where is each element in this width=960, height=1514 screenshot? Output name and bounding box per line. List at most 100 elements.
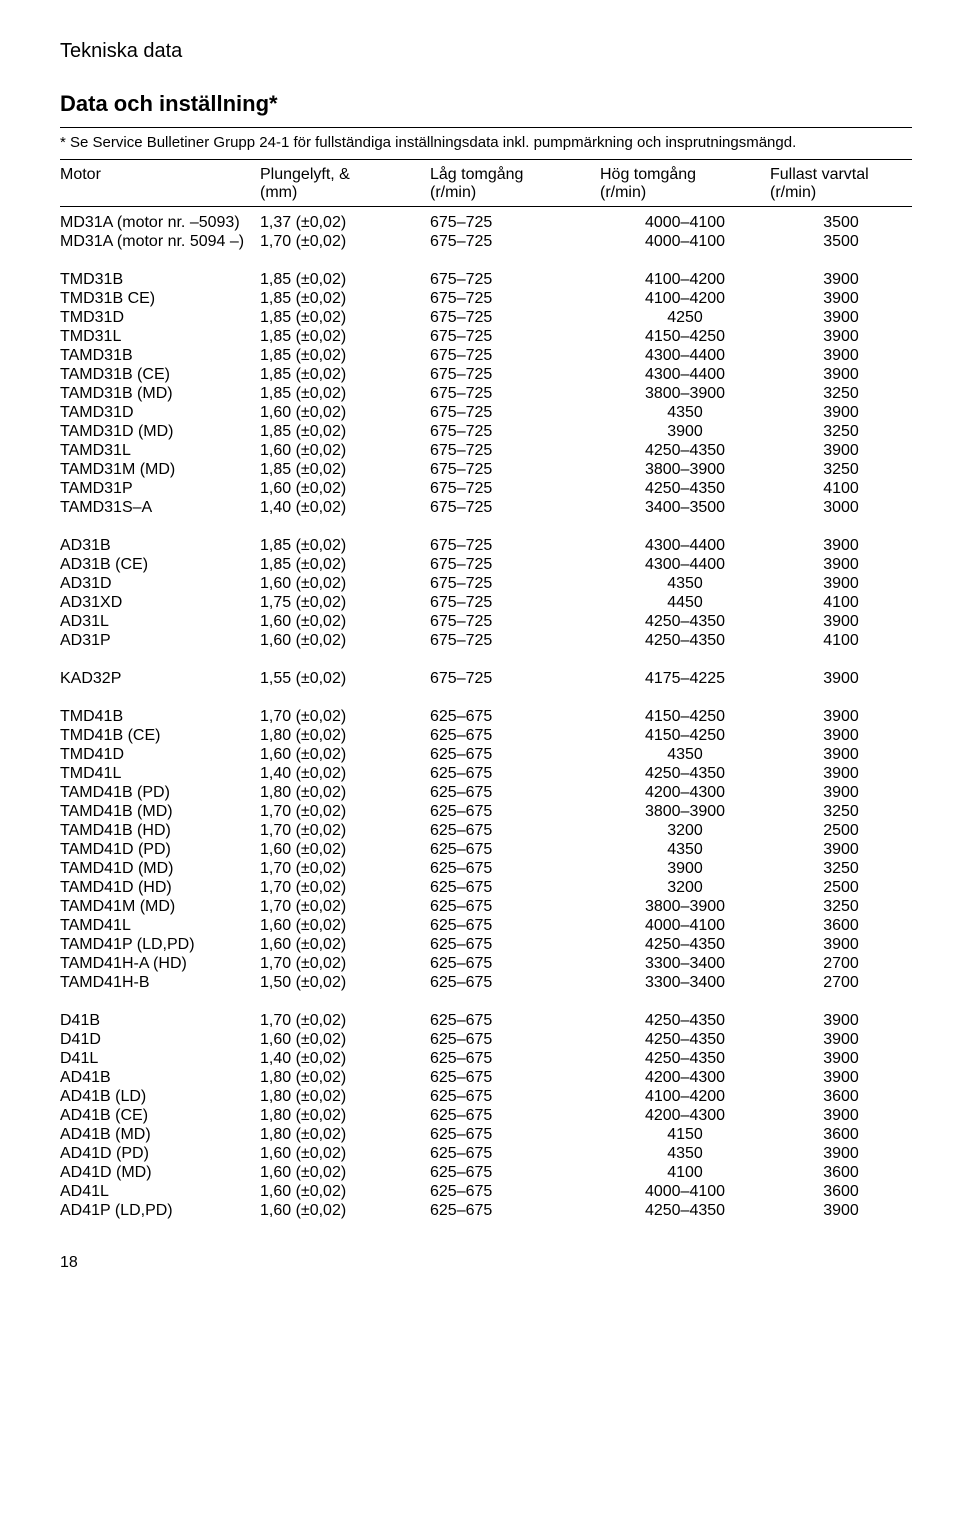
- table-cell: 3600: [770, 916, 912, 935]
- table-cell: 4000–4100: [600, 916, 770, 935]
- table-cell: TAMD31B (MD): [60, 384, 260, 403]
- table-row: MD31A (motor nr. –5093)1,37 (±0,02)675–7…: [60, 213, 912, 232]
- table-cell: 625–675: [430, 973, 600, 992]
- table-cell: 4200–4300: [600, 1068, 770, 1087]
- table-cell: 625–675: [430, 1163, 600, 1182]
- table-cell: TMD31B: [60, 270, 260, 289]
- table-cell: D41D: [60, 1030, 260, 1049]
- table-cell: TAMD31S–A: [60, 498, 260, 517]
- table-cell: AD31P: [60, 631, 260, 650]
- table-row: TAMD31L1,60 (±0,02)675–7254250–43503900: [60, 441, 912, 460]
- col-low-header: Låg tomgång: [430, 166, 600, 184]
- table-row: TAMD41H-A (HD)1,70 (±0,02)625–6753300–34…: [60, 954, 912, 973]
- table-cell: D41L: [60, 1049, 260, 1068]
- table-cell: 4150–4250: [600, 707, 770, 726]
- table-cell: 1,85 (±0,02): [260, 555, 430, 574]
- table-cell: 4000–4100: [600, 232, 770, 251]
- table-cell: TAMD41P (LD,PD): [60, 935, 260, 954]
- table-cell: 1,50 (±0,02): [260, 973, 430, 992]
- table-cell: 3900: [600, 422, 770, 441]
- table-cell: D41B: [60, 1011, 260, 1030]
- table-cell: AD31B (CE): [60, 555, 260, 574]
- table-cell: 3900: [770, 1144, 912, 1163]
- table-cell: 4250–4350: [600, 1049, 770, 1068]
- table-cell: TAMD41M (MD): [60, 897, 260, 916]
- table-cell: AD41D (MD): [60, 1163, 260, 1182]
- table-cell: 3250: [770, 422, 912, 441]
- title-divider: [60, 127, 912, 128]
- table-row: AD41P (LD,PD)1,60 (±0,02)625–6754250–435…: [60, 1201, 912, 1220]
- table-row: AD31P1,60 (±0,02)675–7254250–43504100: [60, 631, 912, 650]
- table-cell: 675–725: [430, 289, 600, 308]
- table-row: TMD31B1,85 (±0,02)675–7254100–42003900: [60, 270, 912, 289]
- table-cell: 3900: [770, 346, 912, 365]
- table-cell: 4250: [600, 308, 770, 327]
- group-gap: [60, 650, 912, 669]
- table-cell: 4350: [600, 745, 770, 764]
- table-cell: 675–725: [430, 232, 600, 251]
- table-row: TAMD31D (MD)1,85 (±0,02)675–72539003250: [60, 422, 912, 441]
- table-row: TMD41L1,40 (±0,02)625–6754250–43503900: [60, 764, 912, 783]
- table-cell: 4150–4250: [600, 726, 770, 745]
- table-cell: 1,85 (±0,02): [260, 308, 430, 327]
- table-row: AD41B (MD)1,80 (±0,02)625–67541503600: [60, 1125, 912, 1144]
- table-cell: TMD41L: [60, 764, 260, 783]
- table-cell: 3500: [770, 232, 912, 251]
- table-cell: 4300–4400: [600, 346, 770, 365]
- table-row: AD41D (PD)1,60 (±0,02)625–67543503900: [60, 1144, 912, 1163]
- table-cell: 1,85 (±0,02): [260, 270, 430, 289]
- table-cell: 675–725: [430, 365, 600, 384]
- col-high-unit: (r/min): [600, 184, 770, 202]
- table-cell: 675–725: [430, 612, 600, 631]
- table-cell: 3500: [770, 213, 912, 232]
- table-cell: 625–675: [430, 1182, 600, 1201]
- table-cell: 1,80 (±0,02): [260, 1125, 430, 1144]
- table-cell: 675–725: [430, 555, 600, 574]
- table-cell: 1,85 (±0,02): [260, 460, 430, 479]
- table-row: D41B1,70 (±0,02)625–6754250–43503900: [60, 1011, 912, 1030]
- table-cell: 3900: [770, 441, 912, 460]
- table-cell: TAMD31D (MD): [60, 422, 260, 441]
- table-cell: 1,85 (±0,02): [260, 536, 430, 555]
- table-row: TAMD41B (MD)1,70 (±0,02)625–6753800–3900…: [60, 802, 912, 821]
- table-cell: 3900: [770, 308, 912, 327]
- table-cell: 675–725: [430, 498, 600, 517]
- table-cell: AD41D (PD): [60, 1144, 260, 1163]
- table-cell: 625–675: [430, 707, 600, 726]
- table-cell: 625–675: [430, 840, 600, 859]
- table-cell: 3900: [770, 536, 912, 555]
- col-low-unit: (r/min): [430, 184, 600, 202]
- table-row: D41L1,40 (±0,02)625–6754250–43503900: [60, 1049, 912, 1068]
- table-cell: 4350: [600, 840, 770, 859]
- table-row: TAMD41D (HD)1,70 (±0,02)625–67532002500: [60, 878, 912, 897]
- table-cell: 2700: [770, 954, 912, 973]
- table-cell: 625–675: [430, 1011, 600, 1030]
- table-row: AD41B1,80 (±0,02)625–6754200–43003900: [60, 1068, 912, 1087]
- table-cell: AD41B: [60, 1068, 260, 1087]
- table-cell: TAMD41D (PD): [60, 840, 260, 859]
- table-cell: 625–675: [430, 935, 600, 954]
- table-cell: 1,80 (±0,02): [260, 726, 430, 745]
- table-cell: 625–675: [430, 878, 600, 897]
- table-row: AD31B1,85 (±0,02)675–7254300–44003900: [60, 536, 912, 555]
- table-cell: 3900: [770, 783, 912, 802]
- table-cell: 625–675: [430, 897, 600, 916]
- table-cell: TAMD41B (PD): [60, 783, 260, 802]
- table-cell: 1,80 (±0,02): [260, 1087, 430, 1106]
- table-cell: 4300–4400: [600, 555, 770, 574]
- col-plunge-unit: (mm): [260, 184, 430, 202]
- table-cell: 675–725: [430, 669, 600, 688]
- table-cell: 4100: [770, 631, 912, 650]
- table-cell: 625–675: [430, 802, 600, 821]
- table-row: KAD32P1,55 (±0,02)675–7254175–42253900: [60, 669, 912, 688]
- table-row: TMD41D1,60 (±0,02)625–67543503900: [60, 745, 912, 764]
- group-gap: [60, 992, 912, 1011]
- table-cell: TAMD41D (MD): [60, 859, 260, 878]
- table-cell: 1,60 (±0,02): [260, 403, 430, 422]
- table-cell: TMD31B CE): [60, 289, 260, 308]
- table-cell: 1,60 (±0,02): [260, 1182, 430, 1201]
- table-cell: 1,60 (±0,02): [260, 1030, 430, 1049]
- table-cell: 675–725: [430, 403, 600, 422]
- table-cell: 1,60 (±0,02): [260, 1144, 430, 1163]
- table-cell: 1,60 (±0,02): [260, 840, 430, 859]
